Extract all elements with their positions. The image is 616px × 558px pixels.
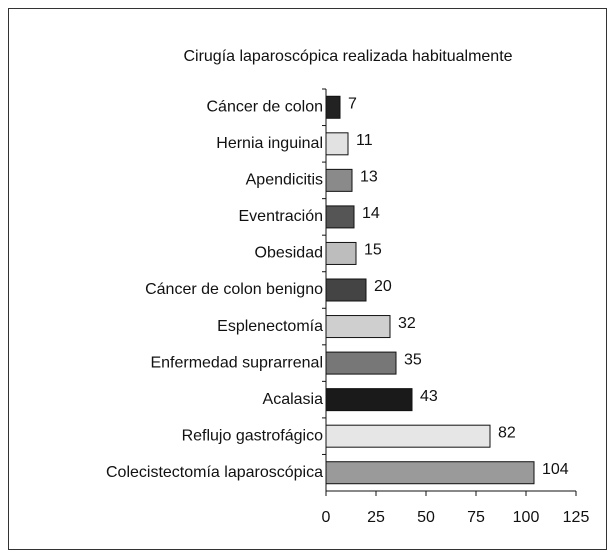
x-tick-label: 125: [563, 509, 590, 526]
value-label: 32: [398, 315, 416, 332]
x-tick-label: 75: [467, 509, 485, 526]
y-tick-label: Apendicitis: [246, 172, 323, 189]
y-tick-label: Colecistectomía laparoscópica: [106, 464, 323, 481]
y-tick-label: Acalasia: [263, 391, 324, 408]
y-tick-label: Cáncer de colon benigno: [145, 281, 323, 298]
value-label: 35: [404, 351, 422, 368]
bar: [325, 461, 535, 485]
y-tick-label: Obesidad: [255, 245, 324, 262]
value-label: 15: [364, 242, 382, 259]
value-label: 82: [498, 424, 516, 441]
value-label: 104: [542, 461, 569, 478]
y-tick-label: Enfermedad suprarrenal: [150, 354, 323, 371]
value-label: 43: [420, 388, 438, 405]
y-tick-label: Cáncer de colon: [206, 98, 323, 115]
bar: [325, 278, 367, 302]
bar: [325, 388, 413, 412]
chart-title: Cirugía laparoscópica realizada habitual…: [183, 48, 512, 65]
value-label: 13: [360, 169, 378, 186]
bar: [325, 241, 357, 265]
x-tick-label: 100: [513, 509, 540, 526]
x-tick-label: 50: [417, 509, 435, 526]
value-label: 14: [362, 205, 380, 222]
value-label: 20: [374, 278, 392, 295]
bar: [325, 351, 397, 375]
x-tick-label: 0: [322, 509, 331, 526]
y-tick-label: Reflujo gastrofágico: [182, 427, 324, 444]
frame: [8, 8, 607, 550]
bar: [325, 132, 349, 156]
bar: [325, 315, 391, 339]
y-tick-label: Eventración: [239, 208, 324, 225]
bar: [325, 424, 491, 448]
value-label: 11: [356, 132, 373, 149]
bar: [325, 168, 353, 192]
value-label: 7: [348, 95, 357, 112]
bar: [325, 95, 341, 119]
bar: [325, 205, 355, 229]
y-tick-label: Esplenectomía: [217, 318, 323, 335]
y-tick-label: Hernia inguinal: [216, 135, 323, 152]
x-tick-label: 25: [367, 509, 385, 526]
